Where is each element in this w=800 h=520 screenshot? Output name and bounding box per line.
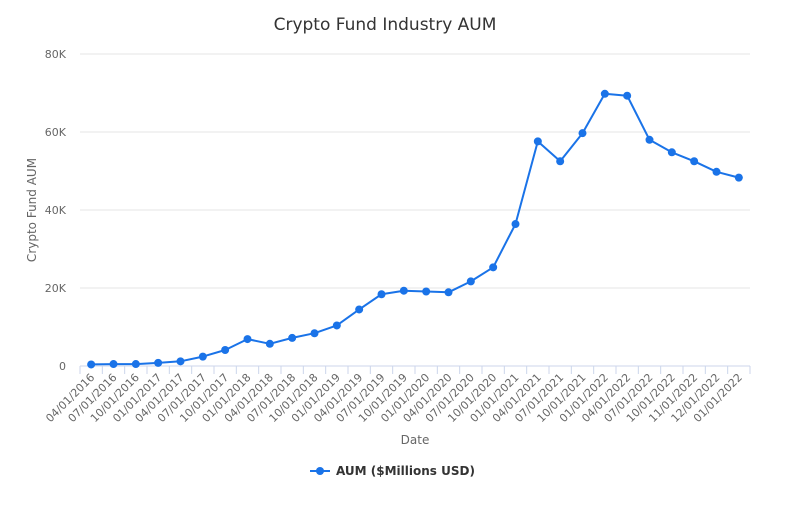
y-tick-label: 40K [45, 204, 67, 217]
data-point[interactable] [667, 148, 676, 157]
data-point[interactable] [154, 358, 163, 367]
legend-label: AUM ($Millions USD) [336, 464, 475, 478]
data-point[interactable] [690, 157, 699, 166]
data-point[interactable] [131, 360, 140, 369]
data-point[interactable] [109, 360, 118, 369]
x-axis-label: Date [401, 433, 430, 447]
series-line [91, 92, 740, 366]
data-point[interactable] [377, 290, 386, 299]
data-point[interactable] [87, 360, 96, 369]
data-point[interactable] [600, 89, 609, 98]
legend[interactable]: AUM ($Millions USD) [310, 464, 475, 478]
data-point[interactable] [243, 335, 252, 344]
data-point[interactable] [623, 91, 632, 100]
data-point[interactable] [489, 263, 498, 272]
data-point[interactable] [221, 346, 230, 355]
y-tick-label: 80K [45, 48, 67, 61]
data-point[interactable] [556, 157, 565, 166]
x-axis-ticks: 04/01/201607/01/201610/01/201601/01/2017… [43, 366, 751, 425]
data-point[interactable] [645, 135, 654, 144]
data-point[interactable] [466, 277, 475, 286]
y-tick-label: 20K [45, 282, 67, 295]
data-point[interactable] [444, 288, 453, 297]
series-aum [87, 89, 743, 369]
legend-marker-icon [316, 467, 324, 475]
data-point[interactable] [578, 129, 587, 138]
y-axis-label: Crypto Fund AUM [25, 158, 39, 262]
gridlines [80, 53, 750, 289]
data-point[interactable] [511, 220, 520, 229]
data-point[interactable] [399, 286, 408, 295]
data-point[interactable] [288, 333, 297, 342]
data-point[interactable] [533, 137, 542, 146]
data-point[interactable] [355, 305, 364, 314]
y-tick-label: 0 [59, 360, 66, 373]
data-point[interactable] [734, 173, 743, 182]
data-point[interactable] [198, 352, 207, 361]
data-point[interactable] [176, 357, 185, 366]
data-point[interactable] [332, 321, 341, 330]
y-tick-label: 60K [45, 126, 67, 139]
data-point[interactable] [310, 329, 319, 338]
data-point[interactable] [712, 167, 721, 176]
data-point[interactable] [422, 287, 431, 296]
data-point[interactable] [265, 339, 274, 348]
chart-title: Crypto Fund Industry AUM [274, 15, 497, 35]
y-axis-ticks: 0 20K 40K 60K 80K [45, 48, 67, 373]
